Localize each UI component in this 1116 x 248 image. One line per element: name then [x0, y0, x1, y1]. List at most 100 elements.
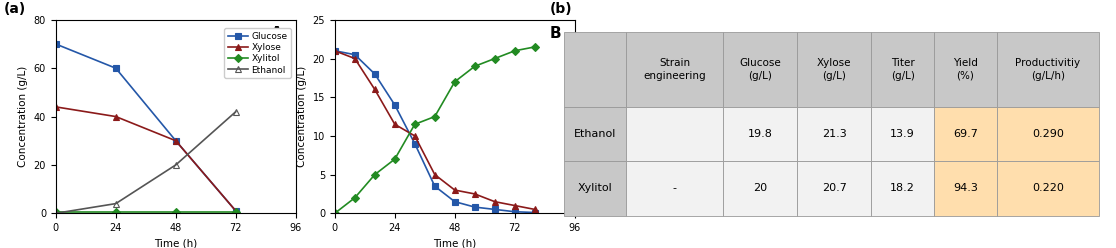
Text: Productivitiy
(g/L/h): Productivitiy (g/L/h) — [1016, 58, 1080, 81]
Glucose — [448, 200, 462, 203]
Line: Xylitol: Xylitol — [331, 44, 538, 217]
Glucose — [508, 210, 521, 213]
Xylitol — [408, 123, 422, 126]
Text: 0.220: 0.220 — [1032, 184, 1064, 193]
FancyBboxPatch shape — [723, 161, 797, 216]
Xylose — [368, 88, 382, 91]
Xylose — [408, 134, 422, 137]
Line: Glucose: Glucose — [52, 41, 239, 214]
Ethanol — [109, 202, 123, 205]
Glucose — [49, 43, 62, 46]
FancyBboxPatch shape — [997, 161, 1099, 216]
Glucose — [408, 142, 422, 145]
FancyBboxPatch shape — [872, 32, 934, 107]
Legend: Glucose, Xylose, Xylitol, Ethanol: Glucose, Xylose, Xylitol, Ethanol — [224, 28, 291, 78]
Xylose — [508, 204, 521, 207]
Glucose — [368, 72, 382, 75]
FancyBboxPatch shape — [797, 161, 872, 216]
Xylitol — [368, 173, 382, 176]
Glucose — [528, 211, 541, 214]
Xylitol — [229, 211, 242, 214]
Xylose — [488, 200, 501, 203]
Xylitol — [348, 196, 362, 199]
FancyBboxPatch shape — [872, 161, 934, 216]
FancyBboxPatch shape — [723, 32, 797, 107]
Xylitol — [448, 80, 462, 83]
Text: 0.290: 0.290 — [1032, 129, 1064, 139]
Line: Glucose: Glucose — [331, 48, 538, 216]
FancyBboxPatch shape — [797, 107, 872, 161]
Line: Xylose: Xylose — [52, 104, 239, 214]
FancyBboxPatch shape — [626, 161, 723, 216]
Xylose — [388, 123, 402, 126]
Text: A: A — [271, 26, 282, 41]
Xylitol — [109, 211, 123, 214]
Xylitol — [169, 211, 182, 214]
Text: 20: 20 — [753, 184, 767, 193]
Text: 19.8: 19.8 — [748, 129, 772, 139]
Glucose — [328, 49, 341, 52]
FancyBboxPatch shape — [626, 107, 723, 161]
X-axis label: Time (h): Time (h) — [433, 239, 477, 248]
FancyBboxPatch shape — [934, 32, 997, 107]
Glucose — [109, 67, 123, 70]
Xylose — [468, 192, 481, 195]
Ethanol — [169, 163, 182, 166]
Xylitol — [508, 49, 521, 52]
Glucose — [488, 208, 501, 211]
Xylose — [528, 208, 541, 211]
Glucose — [468, 206, 481, 209]
Ethanol — [229, 110, 242, 113]
FancyBboxPatch shape — [797, 32, 872, 107]
FancyBboxPatch shape — [723, 107, 797, 161]
X-axis label: Time (h): Time (h) — [154, 239, 198, 248]
Glucose — [348, 53, 362, 56]
Xylitol — [488, 57, 501, 60]
Xylitol — [528, 45, 541, 48]
Text: (a): (a) — [3, 2, 26, 16]
FancyBboxPatch shape — [934, 107, 997, 161]
FancyBboxPatch shape — [934, 161, 997, 216]
Text: -: - — [673, 184, 676, 193]
FancyBboxPatch shape — [872, 107, 934, 161]
Text: Ethanol: Ethanol — [574, 129, 616, 139]
Line: Xylose: Xylose — [331, 48, 538, 213]
Text: 69.7: 69.7 — [953, 129, 978, 139]
Text: 21.3: 21.3 — [821, 129, 847, 139]
Text: 18.2: 18.2 — [891, 184, 915, 193]
Line: Ethanol: Ethanol — [52, 109, 239, 217]
Text: 20.7: 20.7 — [821, 184, 847, 193]
FancyBboxPatch shape — [997, 32, 1099, 107]
Text: Glucose
(g/L): Glucose (g/L) — [739, 58, 781, 81]
Xylitol — [328, 212, 341, 215]
Text: B: B — [550, 26, 561, 41]
Text: Strain
engineering: Strain engineering — [644, 58, 706, 81]
Text: (b): (b) — [550, 2, 573, 16]
Line: Xylitol: Xylitol — [52, 209, 239, 215]
Xylitol — [429, 115, 442, 118]
Glucose — [169, 139, 182, 142]
Xylose — [49, 105, 62, 108]
FancyBboxPatch shape — [997, 107, 1099, 161]
Text: Xylitol: Xylitol — [578, 184, 613, 193]
Xylose — [348, 57, 362, 60]
Xylitol — [49, 211, 62, 214]
Xylitol — [388, 158, 402, 161]
Text: Yield
(%): Yield (%) — [953, 58, 978, 81]
Xylose — [109, 115, 123, 118]
Xylose — [328, 49, 341, 52]
Text: 13.9: 13.9 — [891, 129, 915, 139]
FancyBboxPatch shape — [626, 32, 723, 107]
FancyBboxPatch shape — [564, 107, 626, 161]
Xylose — [169, 139, 182, 142]
Glucose — [229, 209, 242, 212]
FancyBboxPatch shape — [564, 32, 626, 107]
Xylose — [429, 173, 442, 176]
Glucose — [388, 103, 402, 106]
Text: Titer
(g/L): Titer (g/L) — [891, 58, 915, 81]
Text: 94.3: 94.3 — [953, 184, 978, 193]
Xylose — [229, 209, 242, 212]
Xylitol — [468, 65, 481, 68]
Y-axis label: Concentration (g/L): Concentration (g/L) — [18, 66, 28, 167]
FancyBboxPatch shape — [564, 161, 626, 216]
